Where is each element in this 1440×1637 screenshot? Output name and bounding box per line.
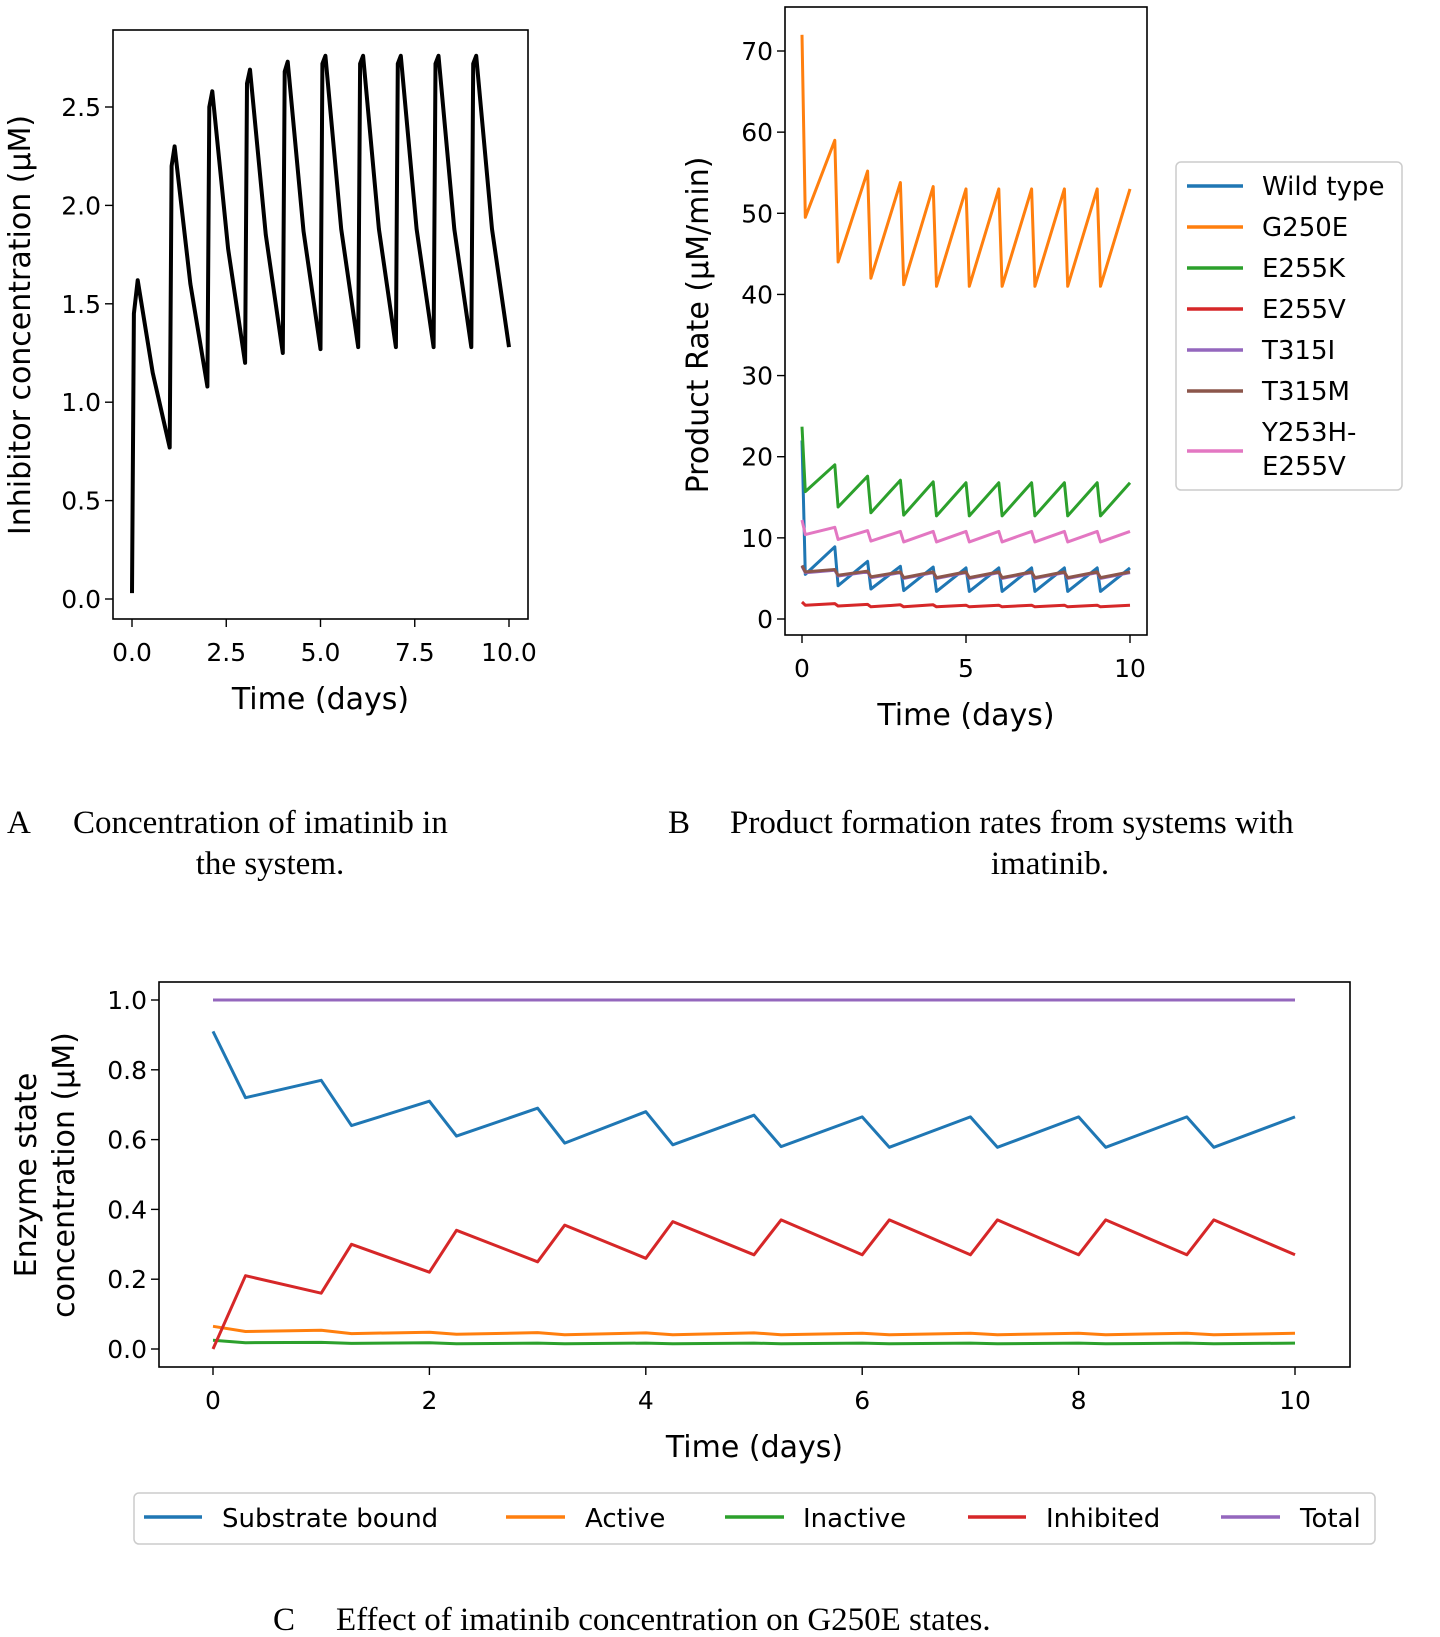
caption-c-text: Effect of imatinib concentration on G250…: [336, 1602, 991, 1637]
y-tick-label: 50: [741, 199, 773, 228]
x-tick-label: 5.0: [301, 638, 341, 667]
legend-item: G250E: [1187, 213, 1348, 243]
y-tick-label: 0.0: [61, 585, 101, 614]
series-line-wild-type: [800, 440, 1131, 593]
legend-label: Active: [585, 1504, 665, 1534]
y-axis-label-line1: Enzyme state: [9, 1073, 44, 1278]
legend-label: E255K: [1262, 254, 1346, 284]
caption-a-line2: the system.: [196, 846, 344, 882]
y-tick-label: 0.2: [107, 1265, 147, 1294]
x-tick-label: 5: [958, 654, 974, 683]
legend-label: T315M: [1261, 377, 1350, 407]
x-axis-label: Time (days): [665, 1430, 843, 1465]
y-tick-label: 60: [741, 118, 773, 147]
caption-a-line1: Concentration of imatinib in: [73, 805, 448, 841]
legend-label: Inhibited: [1046, 1504, 1160, 1534]
plot-frame: [158, 981, 1351, 1368]
caption-b-line2: imatinib.: [991, 846, 1109, 882]
caption-b-letter: B: [668, 805, 690, 841]
legend-item: T315I: [1187, 336, 1335, 366]
legend-label: G250E: [1262, 213, 1348, 243]
legend-label: Inactive: [803, 1504, 906, 1534]
series-line-e255v: [800, 600, 1131, 609]
legend-label: Total: [1299, 1504, 1361, 1534]
x-tick-label: 4: [638, 1386, 654, 1415]
x-tick-label: 2.5: [206, 638, 246, 667]
legend-item: Total: [1221, 1504, 1361, 1534]
x-tick-label: 0: [794, 654, 810, 683]
x-tick-label: 0.0: [112, 638, 152, 667]
x-tick-label: 2: [421, 1386, 437, 1415]
legend-item: Substrate bound: [144, 1504, 438, 1534]
y-tick-label: 0.6: [107, 1126, 147, 1155]
series-line-t315m: [800, 564, 1131, 580]
y-tick-label: 30: [741, 362, 773, 391]
caption-b-line1: Product formation rates from systems wit…: [730, 805, 1294, 841]
series-line-e255k: [800, 426, 1132, 518]
x-axis-label: Time (days): [876, 698, 1054, 733]
x-tick-label: 8: [1071, 1386, 1087, 1415]
x-tick-label: 10.0: [481, 638, 537, 667]
y-tick-label: 1.0: [107, 986, 147, 1015]
legend-item: Inactive: [725, 1504, 906, 1534]
legend: Wild type G250E E255K E255V T315I T315M Y253H-…: [1175, 161, 1403, 491]
y-tick-label: 40: [741, 280, 773, 309]
x-tick-label: 7.5: [395, 638, 435, 667]
series-line-substrate-bound: [211, 1030, 1296, 1149]
legend-box: [1175, 161, 1403, 491]
legend-label: Wild type: [1262, 172, 1384, 202]
series-line-inactive: [212, 1338, 1296, 1346]
panel-b-chart: 0 10 20 30 40 50 60 70 0 5 10 Time (days) Product Ra…: [681, 6, 1403, 733]
y-tick-label: 0.5: [61, 487, 101, 516]
x-tick-label: 0: [205, 1386, 221, 1415]
y-tick-label: 0.0: [107, 1335, 147, 1364]
x-tick-label: 10: [1114, 654, 1146, 683]
series-line-inhibited: [211, 1218, 1296, 1350]
legend-label: E255V: [1262, 295, 1346, 325]
y-tick-label: 20: [741, 443, 773, 472]
legend-label: Y253H-: [1261, 418, 1356, 448]
caption-c-letter: C: [273, 1602, 295, 1637]
series-line-g250e: [800, 34, 1132, 288]
legend-item: Active: [506, 1504, 665, 1534]
legend-label: E255V: [1262, 452, 1346, 482]
legend-item: Inhibited: [968, 1504, 1160, 1534]
series-line-0: [130, 53, 511, 594]
y-tick-label: 1.5: [61, 290, 101, 319]
y-tick-label: 10: [741, 524, 773, 553]
legend-item: Wild type: [1187, 172, 1384, 202]
panel-c-chart: 0.0 0.2 0.4 0.6 0.8 1.0 0 2 4 6 8 10 Time (days) Enzy…: [9, 981, 1376, 1545]
legend-item: Y253H- E255V: [1187, 418, 1356, 482]
legend-label: Substrate bound: [222, 1504, 438, 1534]
y-tick-label: 0.4: [107, 1195, 147, 1224]
x-tick-label: 6: [854, 1386, 870, 1415]
y-tick-label: 0.8: [107, 1056, 147, 1085]
y-tick-label: 0: [757, 605, 773, 634]
panel-a-chart: 0.0 0.5 1.0 1.5 2.0 2.5 0.0 2.5 5.0 7.5 10.0 Time (…: [3, 29, 537, 717]
x-tick-label: 10: [1279, 1386, 1311, 1415]
y-tick-label: 1.0: [61, 388, 101, 417]
series-line-active: [212, 1324, 1296, 1337]
series-line-y253h-e255v: [800, 519, 1131, 544]
legend-item: T315M: [1187, 377, 1350, 407]
legend-item: E255V: [1187, 295, 1346, 325]
legend: Substrate bound Active Inactive Inhibited To…: [133, 1492, 1376, 1545]
x-axis-label: Time (days): [231, 682, 409, 717]
plot-frame: [784, 6, 1148, 636]
legend-item: E255K: [1187, 254, 1346, 284]
y-tick-label: 2.5: [61, 93, 101, 122]
y-axis-label: Inhibitor concentration (μM): [3, 115, 38, 535]
legend-label: T315I: [1261, 336, 1335, 366]
y-tick-label: 2.0: [61, 191, 101, 220]
caption-a-letter: A: [7, 805, 31, 841]
y-tick-label: 70: [741, 37, 773, 66]
y-axis-label-line2: concentration (μM): [47, 1032, 82, 1318]
y-axis-label: Product Rate (μM/min): [681, 157, 716, 494]
